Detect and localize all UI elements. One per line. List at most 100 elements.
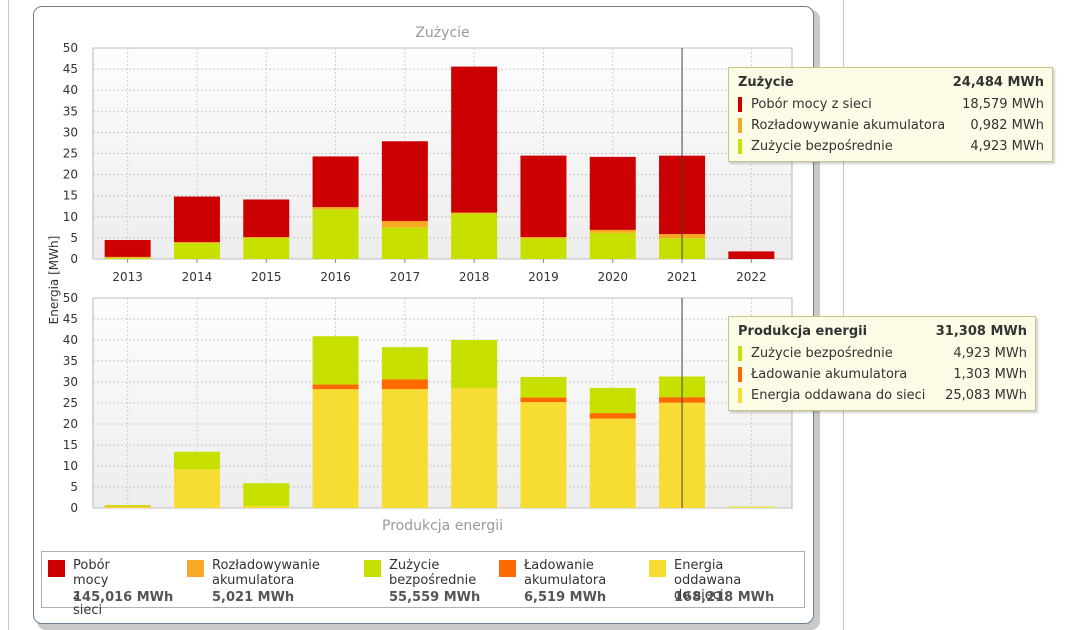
y-tick-label: 40 xyxy=(63,333,78,347)
bar-segment[interactable] xyxy=(104,240,151,257)
chart-title: Produkcja energii xyxy=(382,518,503,534)
bar-segment[interactable] xyxy=(589,229,636,233)
x-tick-label: 2016 xyxy=(320,270,351,284)
bar-segment[interactable] xyxy=(451,212,498,214)
bar-segment[interactable] xyxy=(104,257,151,259)
bar-segment[interactable] xyxy=(589,232,636,259)
tooltip-swatch xyxy=(738,388,742,403)
page-divider-right xyxy=(843,0,844,630)
bar-segment[interactable] xyxy=(451,213,498,259)
tooltip-production: Produkcja energii 31,308 MWh Zużycie bez… xyxy=(728,316,1036,411)
y-tick-label: 45 xyxy=(63,312,78,326)
legend-value: 55,559 MWh xyxy=(389,590,481,605)
bar-segment[interactable] xyxy=(520,238,567,259)
legend-value: 5,021 MWh xyxy=(212,590,295,605)
tooltip-row-label: Energia oddawana do sieci xyxy=(751,388,926,403)
legend-value: 6,519 MWh xyxy=(524,590,607,605)
bar-segment[interactable] xyxy=(173,451,220,470)
tooltip-swatch xyxy=(738,346,742,361)
y-tick-label: 30 xyxy=(63,375,78,389)
bar-segment[interactable] xyxy=(381,389,428,508)
bar-segment[interactable] xyxy=(104,505,151,507)
x-tick-label: 2015 xyxy=(251,270,282,284)
bar-segment[interactable] xyxy=(520,237,567,239)
tooltip-row: Pobór mocy z sieci 18,579 MWh xyxy=(738,94,1044,115)
bar-segment[interactable] xyxy=(520,402,567,508)
y-tick-label: 35 xyxy=(63,104,78,118)
bar-segment[interactable] xyxy=(381,379,428,390)
bar-segment[interactable] xyxy=(728,507,775,508)
bar-segment[interactable] xyxy=(312,389,359,508)
tooltip-row-value: 1,303 MWh xyxy=(953,367,1027,382)
bar-segment[interactable] xyxy=(173,242,220,243)
tooltip-row-label: Zużycie bezpośrednie xyxy=(751,139,893,154)
bar-segment[interactable] xyxy=(312,336,359,385)
bar-segment[interactable] xyxy=(381,347,428,380)
y-tick-label: 35 xyxy=(63,354,78,368)
bar-segment[interactable] xyxy=(728,251,775,259)
bar-segment[interactable] xyxy=(451,66,498,213)
tooltip-row-label: Zużycie bezpośrednie xyxy=(751,346,893,361)
x-tick-label: 2021 xyxy=(667,270,698,284)
tooltip-row-value: 4,923 MWh xyxy=(953,346,1027,361)
bar-segment[interactable] xyxy=(173,242,220,259)
bar-segment[interactable] xyxy=(589,413,636,419)
tooltip-row: Rozładowywanie akumulatora 0,982 MWh xyxy=(738,115,1044,136)
x-tick-label: 2014 xyxy=(182,270,213,284)
bar-segment[interactable] xyxy=(589,156,636,230)
bar-segment[interactable] xyxy=(173,469,220,508)
y-axis-label: Energia [MWh] xyxy=(47,236,61,325)
tooltip-swatch xyxy=(738,367,742,382)
tooltip-row-label: Rozładowywanie akumulatora xyxy=(751,118,946,133)
tooltip-row: Energia oddawana do sieci 25,083 MWh xyxy=(738,385,1027,406)
x-tick-label: 2022 xyxy=(736,270,767,284)
y-tick-label: 25 xyxy=(63,396,78,410)
bar-segment[interactable] xyxy=(381,141,428,222)
bar-segment[interactable] xyxy=(312,384,359,390)
bar-segment[interactable] xyxy=(451,387,498,508)
bar-segment[interactable] xyxy=(451,340,498,388)
x-tick-label: 2013 xyxy=(112,270,143,284)
bar-segment[interactable] xyxy=(312,209,359,259)
legend-label: Rozładowywanie akumulatora xyxy=(212,558,320,588)
bar-segment[interactable] xyxy=(520,155,567,238)
legend-label: Zużycie bezpośrednie xyxy=(389,558,477,588)
bar-segment[interactable] xyxy=(381,221,428,228)
y-tick-label: 5 xyxy=(70,480,78,494)
bar-segment[interactable] xyxy=(589,418,636,508)
y-tick-label: 50 xyxy=(63,41,78,55)
tooltip-row-value: 4,923 MWh xyxy=(970,139,1044,154)
bar-segment[interactable] xyxy=(312,156,359,208)
tooltip-swatch xyxy=(738,97,742,112)
chart-title: Zużycie xyxy=(415,25,469,41)
tooltip-title: Zużycie xyxy=(738,75,794,90)
bar-segment[interactable] xyxy=(243,199,290,238)
bar-segment[interactable] xyxy=(243,505,290,508)
bar-segment[interactable] xyxy=(173,196,220,243)
tooltip-row-value: 18,579 MWh xyxy=(962,97,1044,112)
tooltip-swatch xyxy=(738,118,742,133)
x-tick-label: 2019 xyxy=(528,270,559,284)
legend-label: Ładowanie akumulatora xyxy=(524,558,607,588)
x-tick-label: 2020 xyxy=(597,270,628,284)
bar-segment[interactable] xyxy=(312,207,359,210)
y-tick-label: 25 xyxy=(63,147,78,161)
bar-segment[interactable] xyxy=(104,506,151,508)
tooltip-row: Ładowanie akumulatora 1,303 MWh xyxy=(738,364,1027,385)
bar-segment[interactable] xyxy=(520,397,567,403)
legend-swatch xyxy=(649,560,666,577)
bar-segment[interactable] xyxy=(104,256,151,258)
bar-segment[interactable] xyxy=(243,237,290,259)
y-tick-label: 0 xyxy=(70,252,78,266)
bar-segment[interactable] xyxy=(243,483,290,506)
y-tick-label: 20 xyxy=(63,168,78,182)
bar-segment[interactable] xyxy=(381,227,428,259)
legend-swatch xyxy=(364,560,381,577)
chart-legend: Pobór mocy z sieci 145,016 MWh Rozładowywa… xyxy=(41,551,805,618)
tooltip-row-value: 0,982 MWh xyxy=(970,118,1044,133)
bar-segment[interactable] xyxy=(520,376,567,398)
tooltip-row-label: Pobór mocy z sieci xyxy=(751,97,872,112)
bar-segment[interactable] xyxy=(243,237,290,238)
bar-segment[interactable] xyxy=(589,387,636,414)
